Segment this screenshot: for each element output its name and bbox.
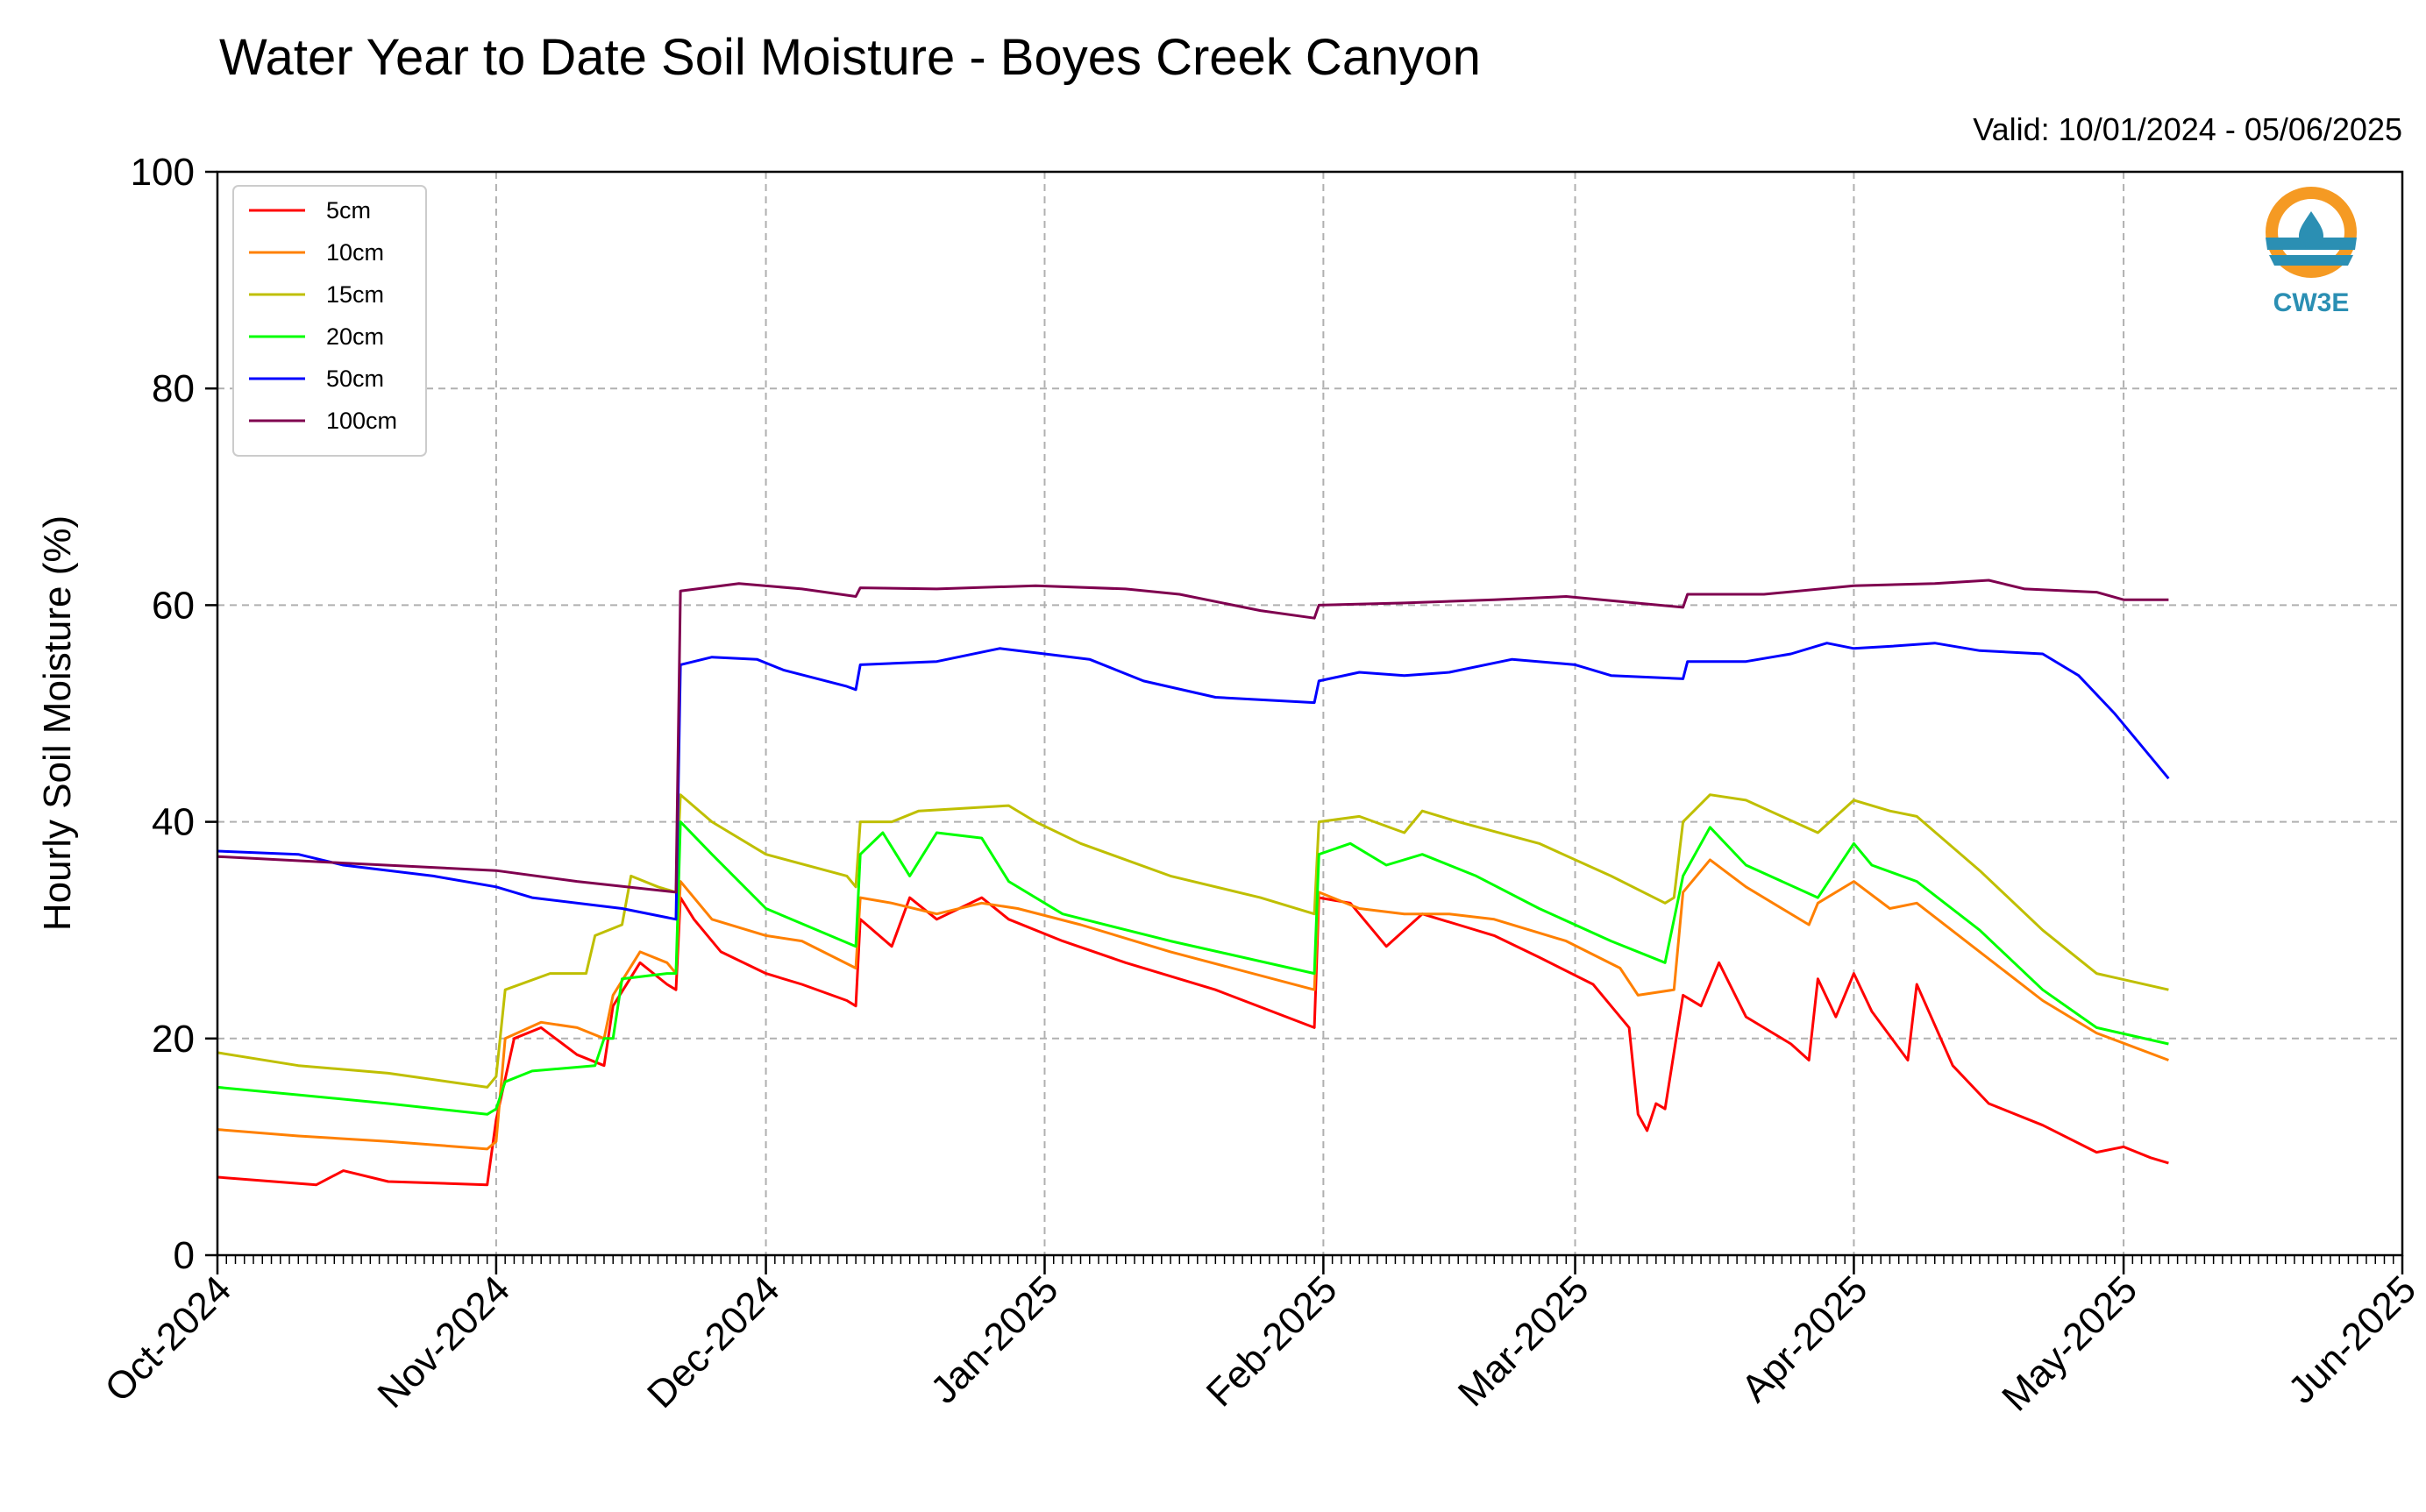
series-line-50cm bbox=[217, 642, 2170, 921]
legend-label-100cm: 100cm bbox=[326, 408, 397, 434]
legend-label-20cm: 20cm bbox=[326, 323, 384, 350]
valid-date-range: Valid: 10/01/2024 - 05/06/2025 bbox=[1973, 111, 2402, 147]
series-lines bbox=[217, 579, 2170, 1187]
legend-label-50cm: 50cm bbox=[326, 366, 384, 392]
series-line-100cm bbox=[217, 579, 2169, 894]
y-tick-label: 40 bbox=[152, 801, 195, 844]
legend: 5cm 10cm 15cm 20cm 50cm 100cm bbox=[232, 185, 427, 457]
chart-title: Water Year to Date Soil Moisture - Boyes… bbox=[219, 29, 1481, 86]
y-tick-label: 60 bbox=[152, 584, 195, 627]
plot-frame bbox=[216, 170, 2404, 1257]
cw3e-logo: CW3E bbox=[2266, 187, 2357, 317]
legend-label-15cm: 15cm bbox=[326, 281, 384, 308]
series-line-15cm bbox=[217, 793, 2169, 1089]
y-tick-label: 0 bbox=[174, 1234, 195, 1277]
y-tick-label: 20 bbox=[152, 1018, 195, 1061]
y-tick-label: 80 bbox=[152, 367, 195, 410]
y-tick-label: 100 bbox=[131, 151, 195, 194]
y-axis-label: Hourly Soil Moisture (%) bbox=[36, 515, 79, 931]
series-line-10cm bbox=[217, 858, 2169, 1151]
legend-label-5cm: 5cm bbox=[326, 197, 371, 224]
logo-text: CW3E bbox=[2273, 288, 2350, 317]
logo-drop-icon bbox=[2299, 211, 2323, 248]
legend-label-10cm: 10cm bbox=[326, 239, 384, 266]
series-line-20cm bbox=[217, 820, 2169, 1116]
